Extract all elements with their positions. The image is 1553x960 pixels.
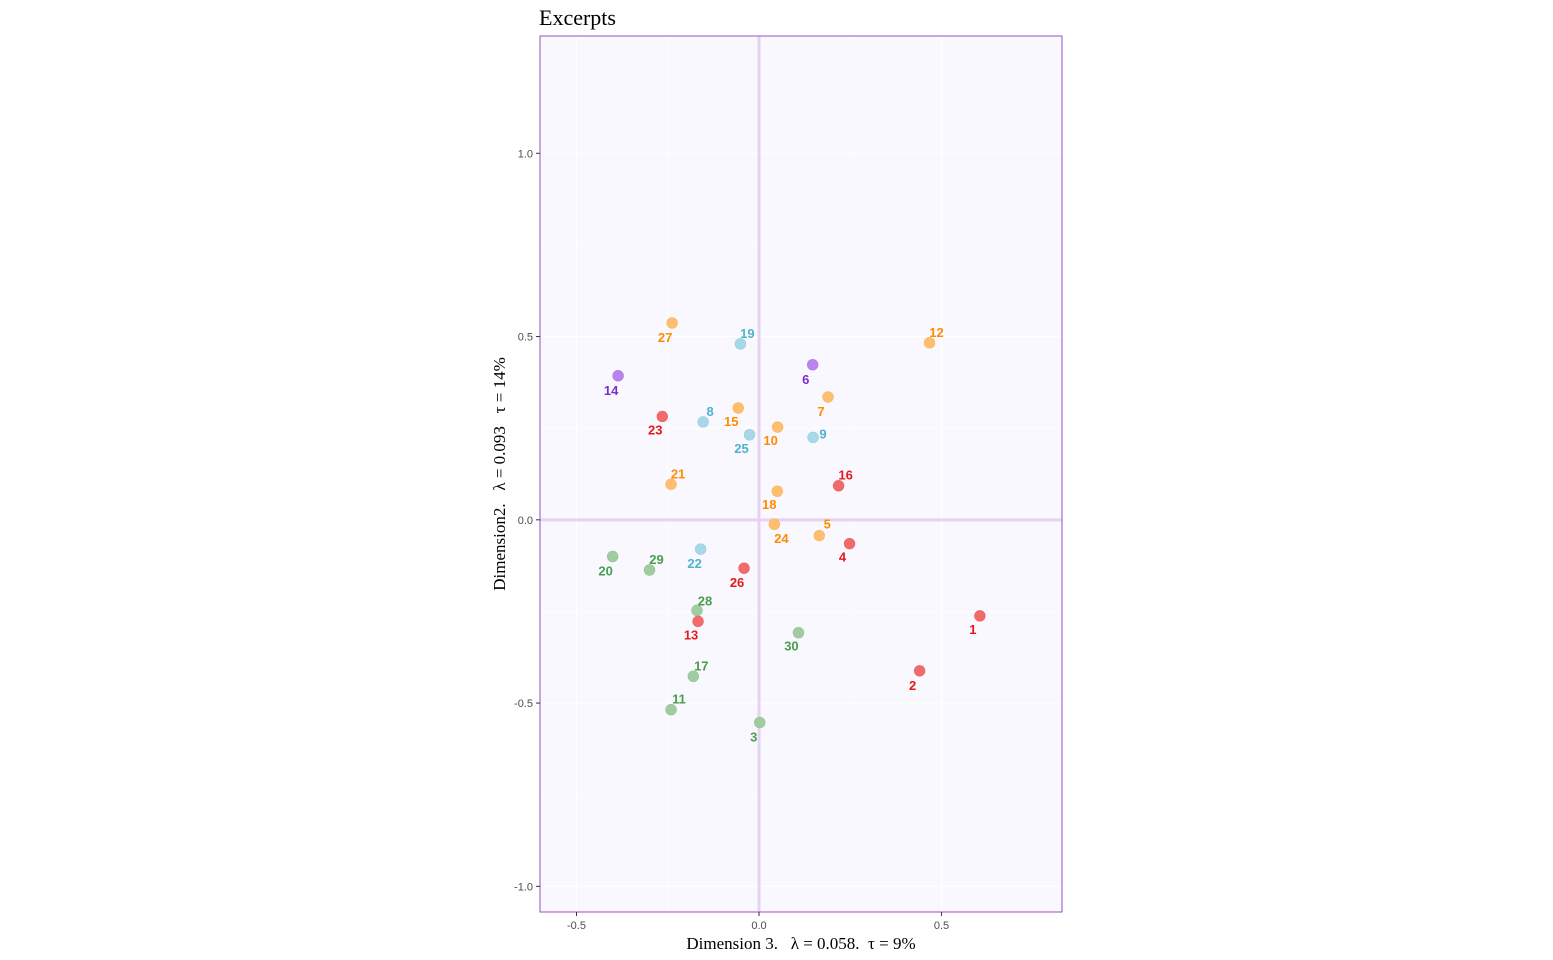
data-point-label-25: 25 xyxy=(734,441,748,456)
chart-title: Excerpts xyxy=(539,5,616,30)
data-point-2 xyxy=(913,665,926,677)
data-point-4 xyxy=(843,537,856,550)
data-point-label-1: 1 xyxy=(969,622,976,637)
data-point-8 xyxy=(697,416,709,428)
data-point-label-20: 20 xyxy=(598,563,612,578)
data-point-17 xyxy=(687,670,700,683)
data-point-26 xyxy=(738,562,750,574)
data-point-11 xyxy=(665,703,677,716)
data-point-label-12: 12 xyxy=(929,325,943,340)
y-axis-label: Dimension2. λ = 0.093 τ = 14% xyxy=(490,357,509,591)
data-point-label-17: 17 xyxy=(694,658,708,673)
y-tick-label: 0.5 xyxy=(518,332,533,344)
minor-gridlines xyxy=(540,36,1062,912)
data-point-23 xyxy=(656,410,669,423)
data-point-label-28: 28 xyxy=(698,593,712,608)
zero-reference-lines xyxy=(540,36,1062,912)
data-point-label-29: 29 xyxy=(649,552,663,567)
data-point-15 xyxy=(732,402,745,414)
data-point-29 xyxy=(643,564,656,576)
data-point-label-14: 14 xyxy=(604,383,619,398)
data-point-28 xyxy=(691,604,703,617)
data-point-label-24: 24 xyxy=(774,531,789,546)
data-point-label-13: 13 xyxy=(684,627,698,642)
data-point-14 xyxy=(612,369,624,382)
data-point-24 xyxy=(768,518,781,531)
data-point-label-26: 26 xyxy=(730,575,744,590)
data-point-label-9: 9 xyxy=(819,426,826,441)
data-point-label-23: 23 xyxy=(648,422,662,437)
data-point-5 xyxy=(813,529,826,542)
data-point-label-8: 8 xyxy=(707,404,714,419)
data-point-label-11: 11 xyxy=(672,692,686,707)
data-point-21 xyxy=(665,478,677,491)
data-point-12 xyxy=(923,336,936,349)
y-tick-label: -1.0 xyxy=(514,881,533,893)
data-point-label-30: 30 xyxy=(784,639,798,654)
data-point-label-15: 15 xyxy=(724,414,738,429)
data-point-label-3: 3 xyxy=(750,730,757,745)
data-point-7 xyxy=(822,391,834,403)
data-point-16 xyxy=(832,479,845,492)
y-tick-label: 1.0 xyxy=(518,148,533,160)
data-point-label-22: 22 xyxy=(687,556,701,571)
data-point-20 xyxy=(606,550,619,563)
data-point-labels: 1234567891011121314151617181920212223242… xyxy=(598,325,976,745)
data-point-label-18: 18 xyxy=(762,497,776,512)
x-axis-label: Dimension 3. λ = 0.058. τ = 9% xyxy=(686,934,915,953)
data-point-3 xyxy=(753,716,766,729)
data-point-30 xyxy=(792,626,805,639)
data-point-25 xyxy=(743,428,756,441)
data-point-label-4: 4 xyxy=(839,550,847,565)
data-point-label-7: 7 xyxy=(817,404,824,419)
data-point-label-21: 21 xyxy=(671,466,685,481)
x-tick-label: 0.5 xyxy=(934,920,949,932)
data-points xyxy=(606,317,986,729)
data-point-10 xyxy=(771,421,784,433)
data-point-label-2: 2 xyxy=(909,678,916,693)
data-point-19 xyxy=(734,338,747,350)
data-point-label-27: 27 xyxy=(658,330,672,345)
data-point-label-19: 19 xyxy=(740,326,754,341)
x-tick-label: 0.0 xyxy=(751,920,766,932)
data-point-label-16: 16 xyxy=(838,468,852,483)
data-point-6 xyxy=(806,358,819,371)
data-point-9 xyxy=(807,431,819,444)
x-axis-ticks: -0.5 0.0 0.5 xyxy=(567,912,949,932)
data-point-27 xyxy=(666,317,678,329)
data-point-1 xyxy=(974,610,986,622)
data-point-22 xyxy=(694,543,707,555)
x-tick-label: -0.5 xyxy=(567,920,586,932)
y-tick-label: 0.0 xyxy=(518,515,533,527)
y-axis-ticks: -1.0 -0.5 0.0 0.5 1.0 xyxy=(514,148,540,893)
data-point-18 xyxy=(771,485,784,498)
data-point-label-10: 10 xyxy=(763,433,777,448)
y-tick-label: -0.5 xyxy=(514,698,533,710)
data-point-label-5: 5 xyxy=(824,517,831,532)
plot-panel xyxy=(540,36,1062,912)
plot-panel-border xyxy=(539,35,1063,913)
data-point-13 xyxy=(692,615,704,628)
data-point-label-6: 6 xyxy=(802,372,809,387)
